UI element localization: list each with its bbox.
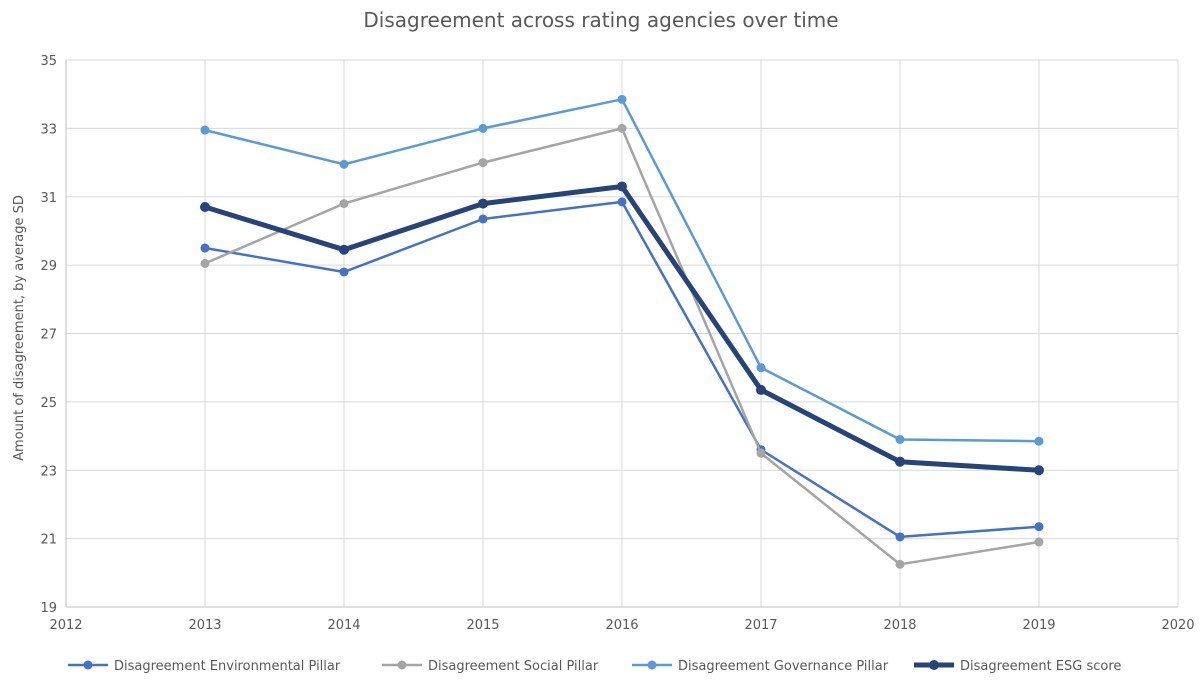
- data-point: [617, 197, 627, 207]
- x-tick-label: 2015: [466, 618, 499, 633]
- data-point: [617, 94, 627, 104]
- legend-item: Disagreement Governance Pillar: [632, 659, 889, 674]
- data-point: [339, 267, 349, 277]
- data-point: [1034, 436, 1044, 446]
- chart-title: Disagreement across rating agencies over…: [363, 8, 838, 32]
- y-tick-label: 25: [40, 396, 57, 411]
- data-point: [895, 559, 905, 569]
- y-tick-label: 27: [40, 328, 57, 343]
- data-point: [339, 244, 349, 255]
- legend-label: Disagreement Governance Pillar: [678, 659, 889, 674]
- data-point: [1034, 522, 1044, 532]
- x-tick-label: 2013: [188, 618, 221, 633]
- data-point: [895, 532, 905, 542]
- series-3: [200, 94, 1044, 446]
- legend-item: Disagreement ESG score: [914, 659, 1121, 674]
- grid: [66, 59, 1179, 608]
- series-group: [200, 94, 1044, 569]
- series-2: [200, 123, 1044, 569]
- data-point: [1034, 465, 1044, 476]
- y-tick-label: 23: [40, 464, 57, 479]
- data-point: [200, 125, 210, 135]
- x-tick-label: 2017: [744, 618, 777, 633]
- data-point: [478, 214, 488, 224]
- y-tick-label: 21: [40, 533, 57, 548]
- data-point: [478, 123, 488, 133]
- data-point: [339, 199, 349, 209]
- data-point: [200, 243, 210, 253]
- legend-label: Disagreement Social Pillar: [428, 659, 599, 674]
- y-tick-label: 19: [40, 601, 57, 616]
- x-tick-label: 2020: [1161, 618, 1194, 633]
- series-1: [200, 197, 1044, 542]
- axes: 19 21 23 25 27 29 31 33 35 2012 2013 2014 2015 2016 20…: [40, 54, 1194, 633]
- data-point: [200, 202, 210, 213]
- data-point: [200, 258, 210, 268]
- data-point: [756, 384, 766, 395]
- x-tick-label: 2014: [327, 618, 360, 633]
- data-point: [1034, 537, 1044, 547]
- legend-swatch-marker: [83, 660, 93, 670]
- legend-item: Disagreement Social Pillar: [382, 659, 599, 674]
- y-tick-label: 33: [40, 122, 57, 137]
- data-point: [756, 363, 766, 373]
- x-tick-label: 2018: [883, 618, 916, 633]
- y-tick-label: 35: [40, 54, 57, 69]
- x-tick-label: 2019: [1022, 618, 1055, 633]
- data-point: [617, 123, 627, 133]
- y-axis-label: Amount of disagreement, by average SD: [12, 195, 27, 461]
- y-tick-label: 31: [40, 191, 57, 206]
- legend: Disagreement Environmental Pillar Disagre…: [68, 659, 1121, 674]
- data-point: [478, 198, 488, 209]
- legend-label: Disagreement Environmental Pillar: [114, 659, 341, 674]
- data-point: [617, 181, 627, 192]
- x-tick-label: 2016: [605, 618, 638, 633]
- legend-swatch-marker: [929, 660, 939, 670]
- series-4: [200, 181, 1044, 476]
- data-point: [339, 159, 349, 169]
- legend-swatch-marker: [397, 660, 407, 670]
- y-tick-label: 29: [40, 259, 57, 274]
- legend-item: Disagreement Environmental Pillar: [68, 659, 341, 674]
- legend-swatch-marker: [647, 660, 657, 670]
- x-tick-label: 2012: [49, 618, 82, 633]
- data-point: [895, 456, 905, 467]
- data-point: [895, 434, 905, 444]
- legend-label: Disagreement ESG score: [960, 659, 1121, 674]
- data-point: [756, 448, 766, 458]
- data-point: [478, 158, 488, 168]
